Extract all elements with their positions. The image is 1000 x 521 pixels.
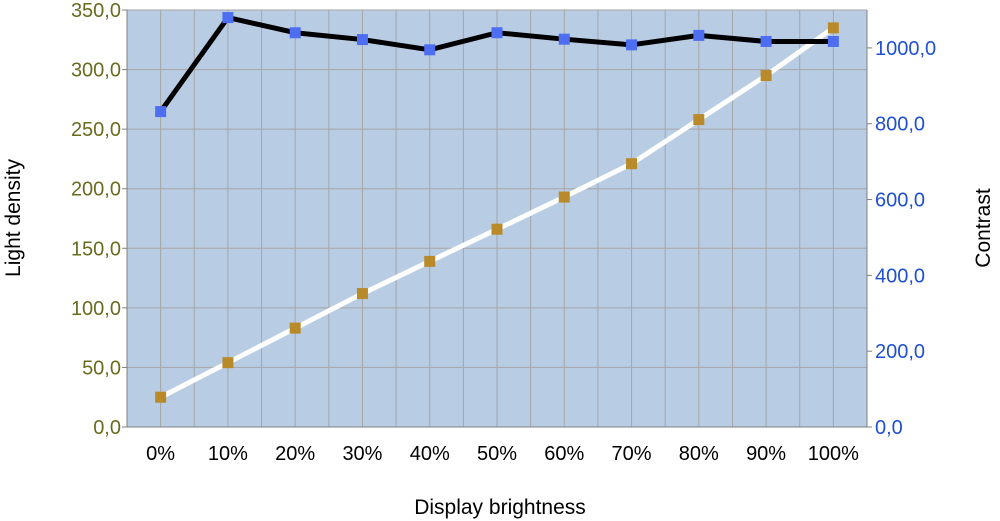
y-tick-label: 250,0 bbox=[71, 119, 121, 141]
data-point-contrast bbox=[693, 29, 705, 41]
y2-tick-label: 200,0 bbox=[875, 341, 925, 363]
axes bbox=[122, 9, 872, 428]
data-point-light-density bbox=[760, 70, 772, 82]
x-tick-label: 70% bbox=[612, 443, 652, 465]
data-point-light-density bbox=[289, 322, 301, 334]
x-tick-label: 10% bbox=[208, 443, 248, 465]
tick-labels: 0,0 50,0 100,0 150,0 200,0 250,0 300,0 350,0 0,0… bbox=[71, 0, 936, 465]
data-point-contrast bbox=[356, 34, 368, 46]
data-point-contrast bbox=[424, 44, 436, 56]
y2-axis-label: Contrast bbox=[972, 188, 995, 268]
grid bbox=[126, 9, 868, 428]
data-point-contrast bbox=[558, 33, 570, 45]
x-tick-label: 50% bbox=[477, 443, 517, 465]
data-point-contrast bbox=[289, 27, 301, 39]
y-axis-label: Light density bbox=[2, 159, 25, 277]
data-point-contrast bbox=[827, 35, 839, 47]
x-tick-label: 60% bbox=[544, 443, 584, 465]
y-tick-label: 300,0 bbox=[71, 60, 121, 82]
data-point-contrast bbox=[155, 106, 167, 118]
x-axis-label: Display brightness bbox=[414, 496, 586, 519]
data-point-light-density bbox=[693, 114, 705, 126]
x-tick-label: 90% bbox=[746, 443, 786, 465]
data-point-contrast bbox=[491, 27, 503, 39]
x-tick-label: 80% bbox=[679, 443, 719, 465]
x-tick-label: 100% bbox=[808, 443, 859, 465]
data-point-contrast bbox=[626, 39, 638, 51]
data-point-light-density bbox=[356, 288, 368, 300]
y-tick-label: 200,0 bbox=[71, 179, 121, 201]
data-point-light-density bbox=[491, 223, 503, 235]
data-point-light-density bbox=[827, 22, 839, 34]
y2-tick-label: 1000,0 bbox=[875, 38, 936, 60]
data-point-light-density bbox=[424, 255, 436, 267]
data-point-contrast bbox=[760, 35, 772, 47]
y2-tick-label: 800,0 bbox=[875, 114, 925, 136]
y2-tick-label: 400,0 bbox=[875, 265, 925, 287]
x-tick-label: 20% bbox=[275, 443, 315, 465]
y2-tick-label: 0,0 bbox=[875, 417, 903, 439]
y-tick-label: 50,0 bbox=[82, 357, 121, 379]
y-tick-label: 100,0 bbox=[71, 298, 121, 320]
y-tick-label: 0,0 bbox=[93, 417, 121, 439]
x-tick-label: 30% bbox=[342, 443, 382, 465]
x-tick-label: 40% bbox=[410, 443, 450, 465]
series-markers bbox=[155, 12, 839, 403]
data-point-light-density bbox=[626, 158, 638, 170]
data-point-light-density bbox=[222, 357, 234, 369]
data-point-light-density bbox=[155, 391, 167, 403]
y-tick-label: 350,0 bbox=[71, 0, 121, 22]
data-point-contrast bbox=[222, 12, 234, 24]
data-point-light-density bbox=[558, 191, 570, 203]
y2-tick-label: 600,0 bbox=[875, 190, 925, 212]
y-tick-label: 150,0 bbox=[71, 238, 121, 260]
x-tick-label: 0% bbox=[146, 443, 175, 465]
